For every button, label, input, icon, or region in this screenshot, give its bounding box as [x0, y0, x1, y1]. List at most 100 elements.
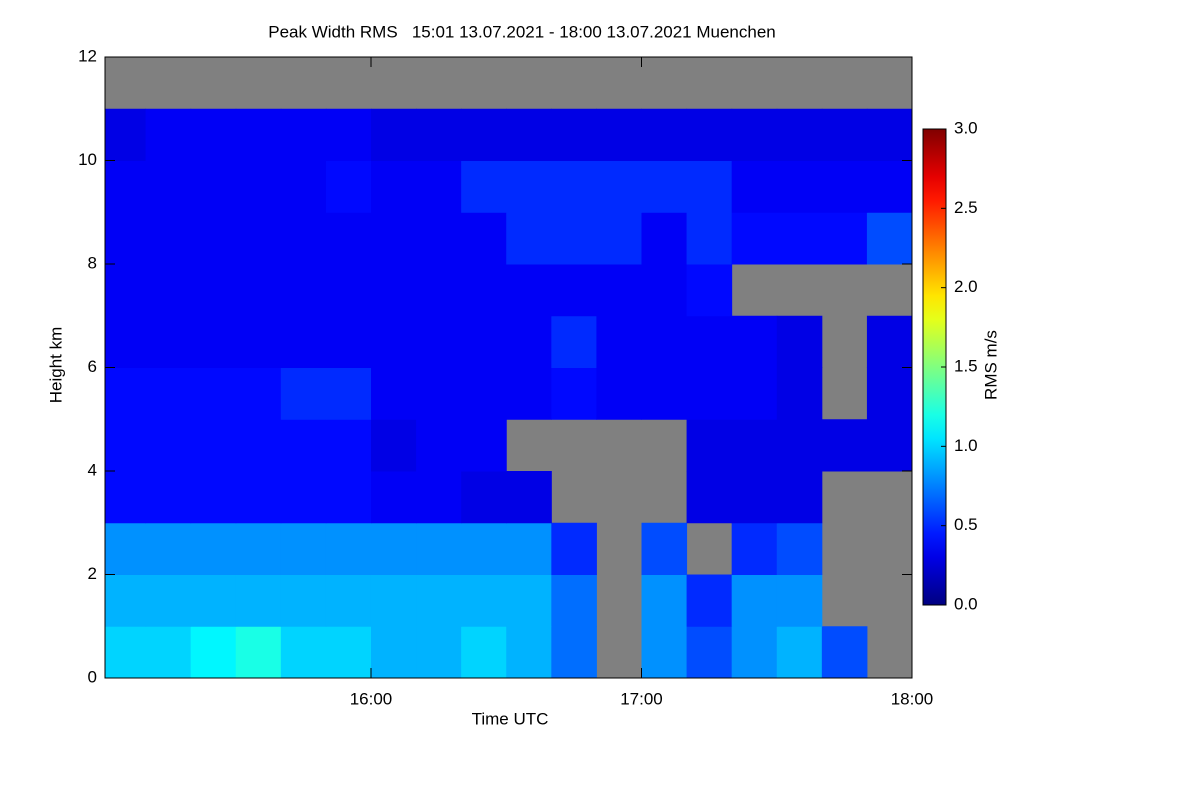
heatmap-cell [325, 419, 372, 472]
heatmap-cell [235, 471, 282, 524]
heatmap-cell [866, 419, 912, 472]
heatmap-cell [731, 315, 778, 368]
heatmap-cell [145, 264, 192, 317]
heatmap-cell [776, 471, 823, 524]
heatmap-cell [190, 471, 237, 524]
heatmap-cell [731, 626, 778, 678]
heatmap-cell [866, 108, 912, 161]
colorbar-tick-label: 1.0 [954, 436, 978, 455]
heatmap-cell [731, 419, 778, 472]
heatmap-cell [731, 108, 778, 161]
heatmap-cell [776, 522, 823, 575]
y-tick-label: 10 [78, 150, 97, 169]
heatmap-cell [280, 212, 327, 265]
heatmap-cell [506, 367, 552, 420]
heatmap-cell [866, 212, 912, 265]
y-tick-label: 12 [78, 46, 97, 65]
heatmap-cell [105, 522, 147, 575]
heatmap-cell [596, 212, 642, 265]
heatmap-cell [370, 471, 417, 524]
heatmap-cell [731, 574, 778, 627]
heatmap-cell [686, 315, 733, 368]
heatmap-cell [551, 522, 597, 575]
heatmap-cell [821, 160, 868, 213]
heatmap-cell [105, 212, 147, 265]
heatmap-cell [416, 626, 462, 678]
heatmap-cell [776, 108, 823, 161]
heatmap-cell [551, 367, 597, 420]
heatmap-cell [461, 315, 507, 368]
heatmap-cell [596, 108, 642, 161]
heatmap-cell [686, 367, 733, 420]
heatmap-cell [776, 419, 823, 472]
heatmap-cell [416, 315, 462, 368]
heatmap-cell [235, 160, 282, 213]
heatmap-cell [325, 471, 372, 524]
heatmap-cell [506, 160, 552, 213]
heatmap-cell [280, 626, 327, 678]
heatmap-cell [325, 264, 372, 317]
heatmap-cell [235, 574, 282, 627]
heatmap-cell [641, 315, 688, 368]
heatmap-cell [461, 419, 507, 472]
heatmap-cell [416, 471, 462, 524]
heatmap-cell [686, 108, 733, 161]
heatmap-cell [280, 315, 327, 368]
heatmap-cell [641, 160, 688, 213]
heatmap-cell [190, 264, 237, 317]
x-tick-label: 16:00 [350, 689, 393, 708]
heatmap-cell [551, 264, 597, 317]
heatmap-cell [551, 626, 597, 678]
heatmap-cell [280, 419, 327, 472]
heatmap-cell [776, 212, 823, 265]
heatmap-cell [641, 522, 688, 575]
heatmap-cell [596, 367, 642, 420]
heatmap-cell [325, 108, 372, 161]
heatmap-cell [596, 160, 642, 213]
heatmap-cell [776, 367, 823, 420]
heatmap-cell [686, 264, 733, 317]
chart-title: Peak Width RMS 15:01 13.07.2021 - 18:00 … [268, 22, 776, 41]
heatmap-cell [235, 419, 282, 472]
heatmap-cell [821, 419, 868, 472]
colorbar-tick-label: 2.5 [954, 198, 978, 217]
heatmap-cell [280, 574, 327, 627]
x-axis-label: Time UTC [472, 709, 549, 728]
heatmap-cell [190, 367, 237, 420]
heatmap-cell [416, 574, 462, 627]
heatmap-cell [506, 522, 552, 575]
heatmap-cell [776, 626, 823, 678]
heatmap-cell [551, 108, 597, 161]
heatmap-cell [461, 160, 507, 213]
heatmap-cell [325, 574, 372, 627]
y-axis-label: Height km [46, 327, 65, 404]
heatmap-cell [105, 160, 147, 213]
colorbar-label: RMS m/s [981, 330, 1000, 400]
heatmap-cell [145, 522, 192, 575]
heatmap-cell [280, 160, 327, 213]
heatmap-cell [190, 160, 237, 213]
heatmap-cell [506, 471, 552, 524]
heatmap-cell [190, 522, 237, 575]
heatmap-cell [776, 574, 823, 627]
heatmap-cell [280, 522, 327, 575]
y-tick-label: 8 [88, 253, 97, 272]
heatmap-cell [370, 522, 417, 575]
heatmap-cell [370, 160, 417, 213]
heatmap-cell [145, 108, 192, 161]
colorbar-tick-label: 1.5 [954, 356, 978, 375]
heatmap-cell [731, 471, 778, 524]
heatmap-cell [731, 367, 778, 420]
heatmap-cell [145, 574, 192, 627]
heatmap-cell [190, 419, 237, 472]
heatmap-cell [641, 574, 688, 627]
heatmap-cell [416, 108, 462, 161]
heatmap-cell [686, 626, 733, 678]
heatmap-cell [641, 626, 688, 678]
heatmap-cell [866, 160, 912, 213]
heatmap-cell [506, 264, 552, 317]
heatmap-cell [551, 160, 597, 213]
heatmap-cell [190, 626, 237, 678]
heatmap-cell [686, 212, 733, 265]
colorbar-tick-label: 0.0 [954, 594, 978, 613]
